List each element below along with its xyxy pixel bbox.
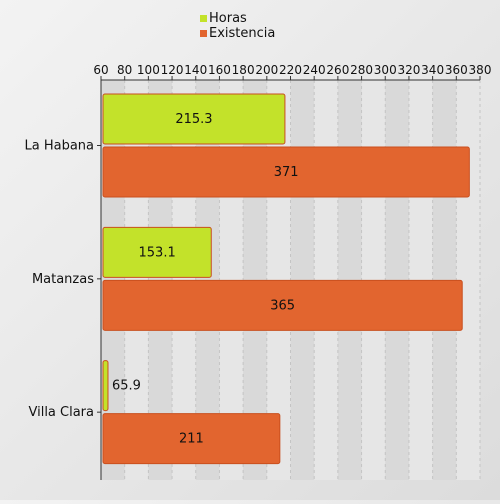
- y-tick-label: La Habana: [24, 139, 94, 154]
- x-tick-label: 260: [326, 63, 349, 77]
- y-tick-label: Villa Clara: [28, 405, 94, 420]
- x-tick-label: 200: [255, 63, 278, 77]
- data-label: 211: [179, 432, 204, 447]
- data-label: 215.3: [175, 112, 212, 127]
- x-tick-label: 100: [137, 63, 160, 77]
- legend-label: Horas: [209, 11, 247, 26]
- data-label: 65.9: [112, 379, 141, 394]
- y-tick-label: Matanzas: [32, 272, 94, 287]
- x-tick-label: 240: [303, 63, 326, 77]
- x-tick-label: 140: [184, 63, 207, 77]
- x-tick-label: 300: [374, 63, 397, 77]
- x-tick-label: 120: [161, 63, 184, 77]
- legend-swatch: [200, 15, 207, 22]
- data-label: 153.1: [139, 245, 176, 260]
- x-tick-label: 280: [350, 63, 373, 77]
- x-tick-label: 220: [279, 63, 302, 77]
- legend-swatch: [200, 30, 207, 37]
- bar-horas-1: [102, 93, 286, 145]
- bar-existencia-3: [102, 413, 281, 465]
- bar-horas-2: [102, 226, 212, 278]
- x-tick-label: 320: [397, 63, 420, 77]
- x-tick-label: 340: [421, 63, 444, 77]
- legend-label: Existencia: [209, 26, 275, 41]
- x-tick-label: 360: [445, 63, 468, 77]
- x-tick-label: 80: [117, 63, 132, 77]
- x-tick-label: 160: [208, 63, 231, 77]
- bar-horas-3: [102, 360, 109, 412]
- bar-existencia-2: [102, 279, 463, 331]
- x-tick-label: 180: [232, 63, 255, 77]
- bar-existencia-1: [102, 146, 470, 198]
- x-tick-label: 380: [469, 63, 492, 77]
- data-label: 365: [270, 298, 295, 313]
- x-tick-label: 60: [93, 63, 108, 77]
- data-label: 371: [274, 165, 299, 180]
